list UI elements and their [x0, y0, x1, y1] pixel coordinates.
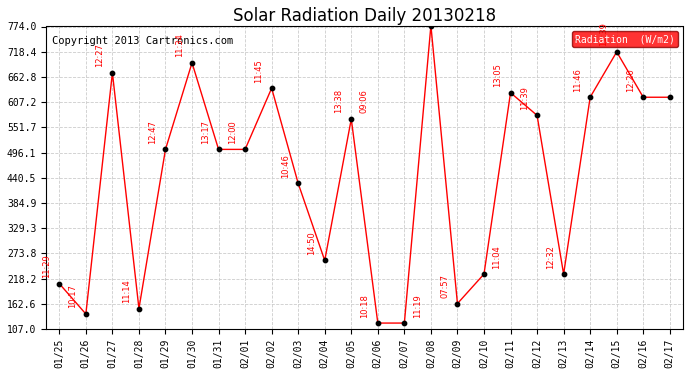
- Point: [611, 49, 622, 55]
- Text: 12:00: 12:00: [228, 120, 237, 144]
- Point: [664, 94, 676, 100]
- Point: [107, 70, 118, 76]
- Point: [239, 146, 250, 152]
- Text: 12:20: 12:20: [626, 68, 635, 92]
- Point: [373, 320, 384, 326]
- Point: [80, 311, 91, 317]
- Text: 12:57: 12:57: [0, 374, 1, 375]
- Text: 10:17: 10:17: [68, 285, 77, 309]
- Text: 11:46: 11:46: [573, 68, 582, 92]
- Text: 11:19: 11:19: [413, 294, 422, 318]
- Point: [133, 306, 144, 312]
- Text: 07:57: 07:57: [440, 274, 449, 298]
- Text: 14:50: 14:50: [308, 231, 317, 255]
- Text: 10:46: 10:46: [281, 154, 290, 178]
- Legend: Radiation  (W/m2): Radiation (W/m2): [573, 32, 678, 47]
- Point: [319, 258, 331, 264]
- Point: [346, 116, 357, 122]
- Text: 11:04: 11:04: [493, 245, 502, 268]
- Point: [584, 94, 595, 100]
- Point: [638, 94, 649, 100]
- Text: 12:47: 12:47: [148, 120, 157, 144]
- Point: [452, 301, 463, 307]
- Text: Copyright 2013 Cartronics.com: Copyright 2013 Cartronics.com: [52, 36, 234, 46]
- Text: 11:34: 11:34: [175, 33, 184, 57]
- Point: [266, 85, 277, 91]
- Text: 11:39: 11:39: [600, 22, 609, 46]
- Text: 11:29: 11:29: [42, 254, 51, 278]
- Text: 11:39: 11:39: [520, 86, 529, 110]
- Text: 10:18: 10:18: [360, 294, 369, 318]
- Text: 12:32: 12:32: [546, 244, 555, 268]
- Text: 12:27: 12:27: [95, 44, 104, 67]
- Point: [478, 271, 489, 277]
- Point: [213, 146, 224, 152]
- Text: 09:06: 09:06: [359, 90, 368, 114]
- Text: 13:17: 13:17: [201, 120, 210, 144]
- Point: [160, 146, 171, 152]
- Title: Solar Radiation Daily 20130218: Solar Radiation Daily 20130218: [233, 7, 496, 25]
- Point: [293, 180, 304, 186]
- Point: [531, 112, 542, 118]
- Point: [558, 271, 569, 277]
- Point: [505, 90, 516, 96]
- Point: [54, 280, 65, 286]
- Point: [425, 22, 436, 28]
- Point: [399, 320, 410, 326]
- Text: 11:14: 11:14: [121, 279, 130, 303]
- Text: 11:45: 11:45: [255, 59, 264, 82]
- Point: [186, 60, 197, 66]
- Text: 13:05: 13:05: [493, 63, 502, 87]
- Text: 13:38: 13:38: [334, 89, 343, 114]
